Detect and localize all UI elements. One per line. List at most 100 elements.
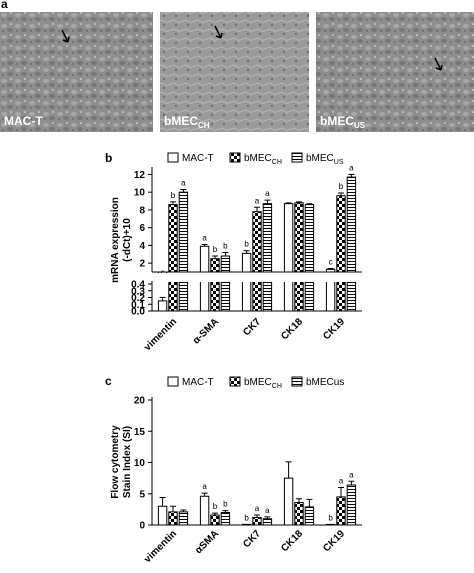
micrograph (160, 12, 309, 132)
bar (168, 204, 178, 273)
bar (325, 268, 336, 273)
bar (262, 203, 273, 273)
label-sub: CH (198, 121, 210, 130)
y-tick-label: 0 (139, 521, 145, 532)
error-bar (327, 267, 334, 270)
x-tick-label: vimentin (142, 316, 179, 353)
panel-label: b (105, 151, 112, 165)
x-tick-label: αSMA (193, 528, 221, 556)
significance-letter: a (339, 477, 344, 486)
panel-a: a MAC-T bMECCH bMECUS (0, 0, 474, 132)
error-bar (180, 509, 187, 512)
significance-letter: b (223, 241, 228, 250)
legend-sub: CH (272, 159, 282, 166)
error-bar (306, 203, 313, 205)
legend-sub: US (334, 159, 344, 166)
bar (220, 255, 231, 273)
y-label-line: Stain Index (SI) (122, 426, 133, 498)
bar (241, 282, 252, 312)
bar (336, 195, 346, 273)
legend-label: bMECCH (244, 153, 282, 166)
legend-label: bMECCH (244, 377, 282, 390)
significance-letter: a (349, 163, 354, 172)
y-tick-label: 15 (134, 427, 146, 438)
label-main: bMEC (320, 114, 354, 128)
error-bar (296, 498, 302, 503)
legend-swatch (291, 152, 303, 163)
error-bar (170, 505, 176, 512)
legend-label: bMECUS (306, 153, 344, 166)
panel-label: c (105, 374, 112, 388)
x-tick-label: CK18 (279, 316, 305, 342)
y-axis-label: mRNA expression(-dCt)+10 (110, 197, 133, 283)
x-tick-label: CK19 (321, 528, 347, 554)
significance-letter: a (255, 196, 260, 205)
significance-letter: a (202, 482, 207, 491)
bar (157, 300, 168, 312)
significance-letter: b (328, 513, 333, 522)
y-tick-label: 10 (134, 458, 146, 469)
bar (294, 282, 304, 312)
y-label-line: mRNA expression (110, 197, 121, 283)
y-tick-label: 10 (134, 188, 146, 199)
bar (168, 282, 178, 312)
error-bar (338, 487, 344, 497)
error-bar (180, 189, 187, 193)
image-label: bMECUS (320, 114, 366, 130)
y-axis-label: Flow cytometryStain Index (SI) (110, 425, 133, 499)
bar (210, 258, 220, 273)
legend-swatch (291, 376, 303, 387)
significance-letter: a (265, 506, 270, 515)
error-bar (170, 201, 176, 205)
y-tick-label: 0.1 (131, 300, 145, 311)
error-bar (201, 244, 208, 247)
bar (241, 523, 252, 526)
significance-letter: a (349, 470, 354, 479)
y-tick-label: 0.2 (131, 293, 145, 304)
bar (220, 512, 231, 526)
x-tick-label: CK7 (241, 316, 263, 338)
bar (199, 495, 210, 526)
y-tick-label: 20 (134, 396, 146, 407)
significance-letter: c (161, 268, 165, 277)
x-tick-label: CK18 (279, 528, 305, 554)
error-bar (243, 250, 250, 254)
significance-letter: a (255, 504, 260, 513)
bar (336, 282, 346, 312)
error-bar (254, 206, 260, 212)
error-bar (348, 173, 355, 178)
bar (346, 484, 357, 526)
bar (157, 505, 168, 526)
significance-letter: b (339, 182, 344, 191)
bar (304, 204, 315, 273)
error-bar (264, 199, 271, 204)
significance-letter: a (202, 234, 207, 243)
x-tick-label: CK19 (321, 316, 347, 342)
bar (252, 282, 262, 312)
y-tick-label: 0.3 (131, 286, 145, 297)
significance-letter: b (213, 502, 218, 511)
legend-name: MAC-T (182, 377, 214, 388)
legend-label: bMECus (306, 377, 344, 388)
error-bar (296, 201, 302, 203)
bar (241, 252, 252, 273)
bar (252, 517, 262, 526)
bar (178, 191, 189, 273)
error-bar (348, 480, 355, 485)
error-bar (212, 512, 218, 515)
y-label-line: (-dCt)+10 (122, 218, 133, 262)
legend-swatch (229, 152, 241, 163)
bar (346, 176, 357, 273)
bar (178, 282, 189, 312)
panel-label: a (1, 0, 8, 11)
significance-letter: b (171, 191, 176, 200)
bar (283, 203, 294, 273)
bar (210, 514, 220, 526)
legend-label: MAC-T (182, 377, 214, 388)
error-bar (159, 497, 166, 507)
significance-letter: a (265, 189, 270, 198)
bars (157, 282, 357, 312)
legend-name: bMEC (244, 377, 272, 388)
